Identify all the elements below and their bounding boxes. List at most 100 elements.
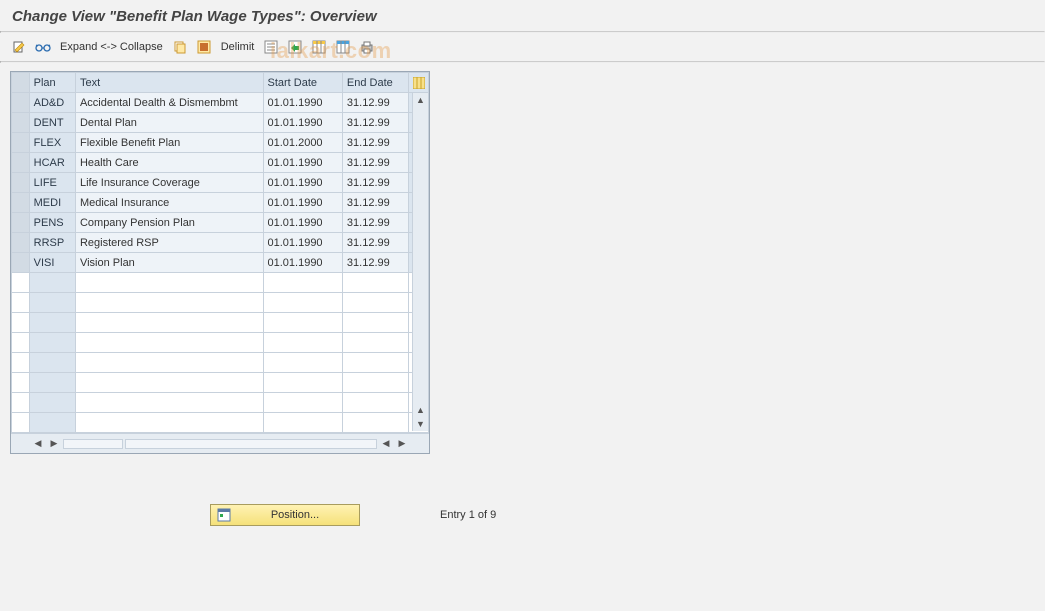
action-green-icon[interactable]	[286, 38, 304, 56]
print-icon[interactable]	[358, 38, 376, 56]
footer: Position... Entry 1 of 9	[0, 504, 1045, 526]
scroll-up-icon[interactable]: ▲	[413, 93, 428, 107]
row-selector[interactable]	[12, 153, 30, 173]
table-row[interactable]: HCARHealth Care01.01.199031.12.99	[12, 153, 429, 173]
table-row[interactable]: DENTDental Plan01.01.199031.12.99	[12, 113, 429, 133]
cell-startdate: 01.01.1990	[263, 113, 342, 133]
row-selector[interactable]	[12, 233, 30, 253]
row-selector[interactable]	[12, 273, 30, 293]
select-all-header[interactable]	[12, 73, 30, 93]
cell-startdate: 01.01.1990	[263, 173, 342, 193]
table-row[interactable]	[12, 333, 429, 353]
table-row[interactable]: RRSPRegistered RSP01.01.199031.12.99	[12, 233, 429, 253]
hscroll-right1-icon[interactable]: ▶	[47, 438, 61, 449]
hscroll-right2-icon[interactable]: ▶	[395, 438, 409, 449]
cell-plan	[29, 373, 75, 393]
cell-enddate: 31.12.99	[342, 253, 408, 273]
cell-plan: LIFE	[29, 173, 75, 193]
data-grid[interactable]: Plan Text Start Date End Date AD&DAccide…	[11, 72, 429, 433]
cell-enddate: 31.12.99	[342, 93, 408, 113]
table-row[interactable]	[12, 273, 429, 293]
copy-icon[interactable]	[171, 38, 189, 56]
table-row[interactable]: MEDIMedical Insurance01.01.199031.12.99	[12, 193, 429, 213]
doc-change-icon[interactable]	[10, 38, 28, 56]
cell-text: Company Pension Plan	[75, 213, 263, 233]
cell-enddate	[342, 373, 408, 393]
cell-text	[75, 353, 263, 373]
cell-text	[75, 393, 263, 413]
cell-plan	[29, 393, 75, 413]
cell-plan	[29, 313, 75, 333]
var-list-icon[interactable]	[262, 38, 280, 56]
table-row[interactable]: PENSCompany Pension Plan01.01.199031.12.…	[12, 213, 429, 233]
cell-startdate	[263, 413, 342, 433]
cell-startdate: 01.01.1990	[263, 93, 342, 113]
cell-startdate	[263, 333, 342, 353]
row-selector[interactable]	[12, 413, 30, 433]
cell-enddate	[342, 273, 408, 293]
table-row[interactable]	[12, 393, 429, 413]
cell-plan: FLEX	[29, 133, 75, 153]
cell-plan: MEDI	[29, 193, 75, 213]
table-row[interactable]	[12, 293, 429, 313]
position-button[interactable]: Position...	[210, 504, 360, 526]
row-selector[interactable]	[12, 373, 30, 393]
row-selector[interactable]	[12, 113, 30, 133]
cell-startdate: 01.01.1990	[263, 233, 342, 253]
cell-enddate	[342, 353, 408, 373]
row-selector[interactable]	[12, 193, 30, 213]
cell-enddate	[342, 413, 408, 433]
configure-columns-icon[interactable]	[409, 73, 429, 93]
cell-enddate: 31.12.99	[342, 193, 408, 213]
expand-collapse-button[interactable]: Expand <-> Collapse	[58, 41, 165, 53]
table-row[interactable]: AD&DAccidental Dealth & Dismembmt01.01.1…	[12, 93, 429, 113]
position-label: Position...	[237, 509, 353, 521]
row-selector[interactable]	[12, 333, 30, 353]
cell-enddate	[342, 333, 408, 353]
row-selector[interactable]	[12, 293, 30, 313]
cell-startdate: 01.01.1990	[263, 213, 342, 233]
row-selector[interactable]	[12, 393, 30, 413]
hscroll-left2-icon[interactable]: ◀	[379, 438, 393, 449]
hscroll-track1[interactable]	[63, 439, 123, 449]
table-row[interactable]	[12, 413, 429, 433]
table-row[interactable]: VISIVision Plan01.01.199031.12.99	[12, 253, 429, 273]
col-startdate-header[interactable]: Start Date	[263, 73, 342, 93]
hscroll-track2[interactable]	[125, 439, 377, 449]
row-selector[interactable]	[12, 253, 30, 273]
cell-enddate	[342, 393, 408, 413]
table-settings2-icon[interactable]	[334, 38, 352, 56]
hscroll-left-icon[interactable]: ◀	[31, 438, 45, 449]
vertical-scrollbar[interactable]: ▲ ▲ ▼	[412, 93, 428, 431]
table-row[interactable]	[12, 313, 429, 333]
cell-text: Medical Insurance	[75, 193, 263, 213]
col-enddate-header[interactable]: End Date	[342, 73, 408, 93]
row-selector[interactable]	[12, 173, 30, 193]
glasses-icon[interactable]	[34, 38, 52, 56]
cell-plan	[29, 293, 75, 313]
cell-enddate: 31.12.99	[342, 133, 408, 153]
cell-text	[75, 333, 263, 353]
cell-plan	[29, 273, 75, 293]
row-selector[interactable]	[12, 313, 30, 333]
row-selector[interactable]	[12, 213, 30, 233]
select-all-icon[interactable]	[195, 38, 213, 56]
table-row[interactable]: FLEXFlexible Benefit Plan01.01.200031.12…	[12, 133, 429, 153]
table-row[interactable]	[12, 353, 429, 373]
delimit-button[interactable]: Delimit	[219, 41, 257, 53]
row-selector[interactable]	[12, 133, 30, 153]
cell-enddate: 31.12.99	[342, 153, 408, 173]
table-row[interactable]: LIFELife Insurance Coverage01.01.199031.…	[12, 173, 429, 193]
cell-startdate: 01.01.2000	[263, 133, 342, 153]
table-settings-icon[interactable]	[310, 38, 328, 56]
scroll-down-icon[interactable]: ▼	[413, 417, 428, 431]
row-selector[interactable]	[12, 353, 30, 373]
cell-startdate	[263, 293, 342, 313]
row-selector[interactable]	[12, 93, 30, 113]
col-text-header[interactable]: Text	[75, 73, 263, 93]
scroll-down-half-icon[interactable]: ▲	[413, 403, 428, 417]
cell-plan: HCAR	[29, 153, 75, 173]
col-plan-header[interactable]: Plan	[29, 73, 75, 93]
horizontal-scrollbar[interactable]: ◀ ▶ ◀ ▶	[11, 433, 429, 453]
table-row[interactable]	[12, 373, 429, 393]
